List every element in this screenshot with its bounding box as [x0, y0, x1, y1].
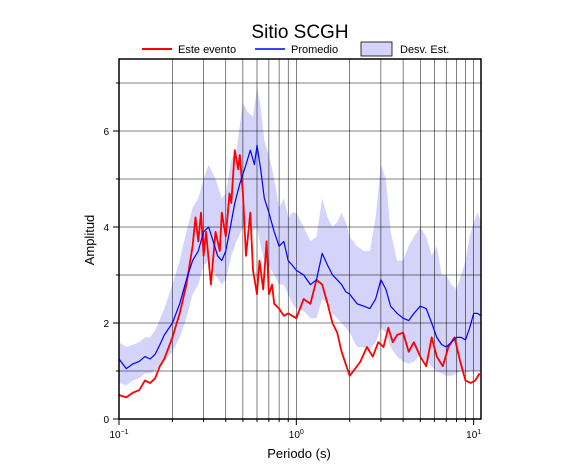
series-line-este-evento: [118, 149, 481, 399]
legend: Este evento Promedio Desv. Est.: [142, 41, 449, 57]
y-tick-label: 4: [103, 223, 109, 234]
y-tick-label: 2: [103, 319, 109, 330]
x-tick-label: 101: [466, 429, 481, 441]
legend-label-promedio: Promedio: [291, 44, 338, 56]
legend-label-desv-est: Desv. Est.: [400, 44, 449, 56]
y-axis-label: Amplitud: [82, 215, 97, 266]
y-tick-label: 0: [103, 415, 109, 426]
y-tick-label: 6: [103, 127, 109, 138]
x-tick-label: 10−1: [109, 429, 128, 441]
std-dev-band: [119, 87, 481, 386]
legend-label-este-evento: Este evento: [178, 44, 236, 56]
series-line-promedio: [118, 144, 482, 370]
chart-title: Sitio SCGH: [251, 22, 348, 43]
legend-swatch-desv-est: [360, 41, 393, 57]
x-tick-label: 100: [289, 429, 304, 441]
x-axis-label: Periodo (s): [267, 446, 331, 461]
plot-frame: [118, 58, 482, 420]
